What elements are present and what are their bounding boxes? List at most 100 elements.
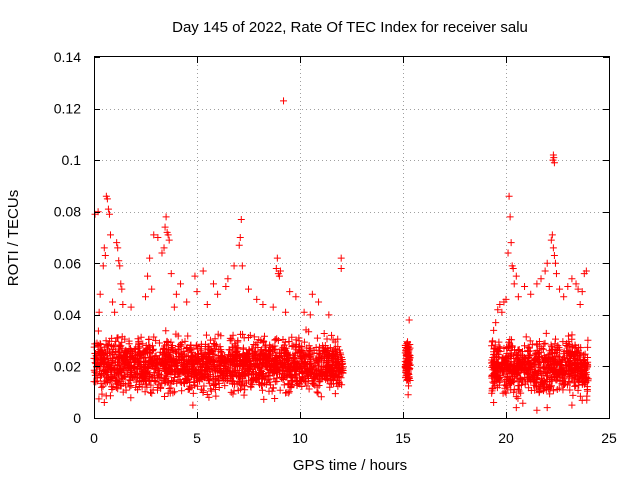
data-point: [184, 347, 192, 355]
data-point: [514, 362, 522, 370]
data-point: [286, 288, 294, 296]
data-point: [255, 352, 263, 360]
data-point: [178, 387, 186, 395]
data-point: [100, 399, 108, 407]
data-point: [116, 342, 124, 350]
data-point: [305, 385, 313, 393]
data-point: [334, 343, 342, 351]
data-point: [173, 379, 181, 387]
data-point: [291, 349, 299, 357]
data-point: [515, 345, 523, 353]
data-point: [524, 346, 532, 354]
data-point: [96, 290, 104, 298]
data-point: [532, 382, 540, 390]
data-point: [304, 366, 312, 374]
data-point: [571, 382, 579, 390]
data-point: [174, 332, 182, 340]
data-point: [141, 354, 149, 362]
data-point: [249, 350, 257, 358]
x-tick-label: 20: [498, 430, 514, 446]
data-point: [514, 346, 522, 354]
data-point: [250, 333, 258, 341]
data-point: [507, 239, 515, 247]
data-point: [140, 347, 148, 355]
data-point: [329, 360, 337, 368]
data-point: [249, 371, 257, 379]
data-point: [260, 373, 268, 381]
data-point: [97, 380, 105, 388]
data-point: [584, 354, 592, 362]
data-point: [177, 280, 185, 288]
data-point: [558, 366, 566, 374]
data-point: [127, 358, 135, 366]
data-point: [114, 244, 122, 252]
data-point: [126, 383, 134, 391]
data-point: [103, 195, 111, 203]
data-point: [528, 341, 536, 349]
data-point: [115, 369, 123, 377]
data-point: [551, 373, 559, 381]
data-point: [545, 347, 553, 355]
data-point: [241, 368, 249, 376]
data-point: [102, 376, 110, 384]
data-point: [525, 371, 533, 379]
data-point: [142, 293, 149, 301]
data-point: [254, 356, 262, 364]
data-point: [95, 395, 103, 403]
data-point: [144, 272, 152, 280]
data-point: [535, 387, 543, 395]
data-point: [404, 391, 412, 399]
data-point: [517, 381, 525, 389]
data-point: [203, 301, 211, 309]
data-point: [172, 359, 180, 367]
data-point: [405, 316, 413, 324]
data-point: [153, 384, 161, 392]
data-point: [299, 373, 307, 381]
data-point: [524, 370, 532, 378]
data-point: [197, 343, 205, 351]
data-point: [512, 393, 520, 401]
data-point: [512, 272, 520, 280]
data-point: [533, 406, 541, 414]
data-point: [494, 368, 502, 376]
data-point: [109, 343, 117, 351]
data-point: [178, 359, 186, 367]
data-point: [160, 359, 168, 367]
data-point: [568, 368, 576, 376]
data-point: [568, 342, 576, 350]
data-point: [102, 349, 110, 357]
data-point: [572, 382, 580, 390]
data-point: [551, 346, 559, 354]
data-point: [547, 375, 555, 383]
data-point: [227, 388, 235, 396]
data-point: [582, 267, 590, 275]
data-point: [305, 353, 313, 361]
data-point: [282, 348, 290, 356]
data-point: [500, 370, 508, 378]
data-point: [542, 368, 550, 376]
data-point: [403, 365, 411, 373]
data-point: [301, 358, 309, 366]
data-point: [161, 393, 169, 401]
data-point: [106, 231, 114, 239]
data-point: [167, 363, 175, 371]
data-point: [236, 234, 244, 241]
data-point: [164, 356, 172, 364]
data-point: [306, 311, 314, 319]
data-point: [492, 367, 500, 375]
data-point: [171, 370, 179, 378]
data-point: [260, 395, 268, 403]
data-point: [500, 362, 508, 370]
data-point: [570, 361, 578, 369]
data-point: [574, 285, 582, 293]
data-point: [296, 353, 304, 361]
data-point: [196, 347, 204, 355]
data-point: [210, 350, 218, 358]
data-point: [502, 375, 510, 383]
data-point: [549, 387, 557, 395]
data-point: [278, 345, 286, 353]
data-point: [260, 332, 268, 340]
data-point: [495, 381, 503, 389]
data-point: [565, 347, 573, 355]
data-point: [252, 376, 260, 384]
